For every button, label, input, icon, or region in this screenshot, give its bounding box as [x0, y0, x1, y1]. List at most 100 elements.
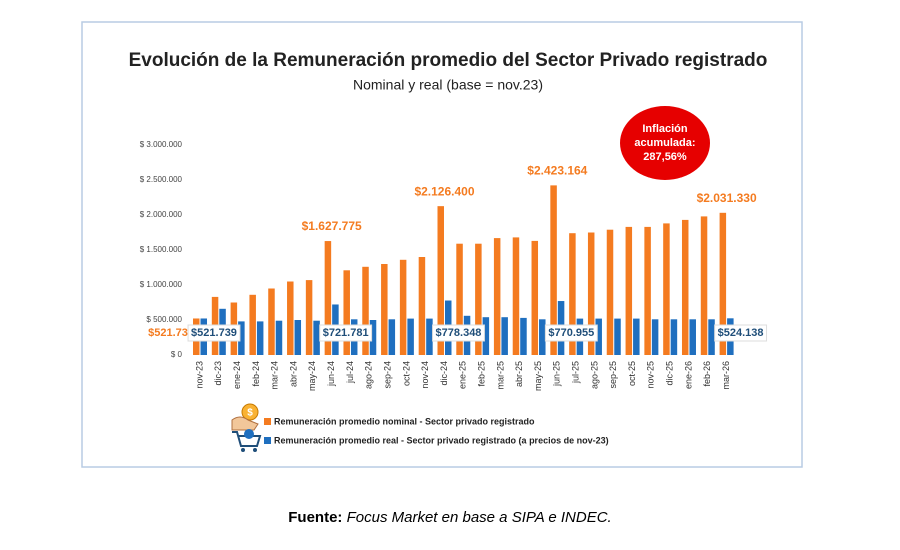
- x-tick-label: feb-24: [251, 361, 261, 387]
- bar: [569, 233, 576, 355]
- bar: [437, 206, 444, 355]
- bar: [268, 288, 275, 355]
- x-tick-label: ene-24: [232, 361, 242, 389]
- y-tick-label: $ 500.000: [146, 315, 182, 324]
- x-tick-label: sep-24: [382, 361, 392, 389]
- bar: [501, 317, 508, 355]
- x-tick-label: ene-26: [683, 361, 693, 389]
- bar: [614, 318, 621, 355]
- legend-label: Remuneración promedio nominal - Sector p…: [274, 416, 535, 426]
- bar: [633, 318, 640, 355]
- bar: [249, 294, 256, 355]
- bar: [651, 319, 659, 355]
- x-tick-label: oct-24: [401, 361, 411, 386]
- legend-icon-cart: [232, 429, 262, 452]
- bar: [644, 226, 651, 355]
- data-label: $2.423.164: [527, 164, 587, 178]
- chart: Evolución de la Remuneración promedio de…: [81, 21, 803, 468]
- source-label: Fuente:: [288, 509, 343, 526]
- data-label: $770.955: [548, 327, 594, 339]
- bar: [426, 318, 433, 355]
- x-tick-label: dic-25: [665, 361, 675, 386]
- data-label-box: [544, 324, 598, 342]
- bar: [313, 320, 320, 355]
- x-tick-label: ago-25: [589, 361, 599, 389]
- bar: [388, 319, 396, 355]
- x-tick-label: abr-24: [288, 361, 298, 387]
- bar: [625, 226, 633, 355]
- bar: [407, 318, 414, 355]
- data-label-box: [187, 324, 241, 342]
- bar: [369, 320, 377, 355]
- x-tick-label: mar-25: [495, 361, 505, 390]
- data-label: $521.739: [191, 327, 237, 339]
- x-tick-label: abr-25: [514, 361, 524, 387]
- bar: [482, 317, 490, 355]
- x-tick-label: may-25: [533, 361, 543, 391]
- legend-swatch: [264, 418, 271, 425]
- x-tick-label: jun-25: [552, 361, 562, 387]
- bar: [343, 270, 350, 355]
- y-tick-label: $ 0: [171, 350, 183, 359]
- y-tick-label: $ 1.000.000: [140, 280, 183, 289]
- data-label: $521.739: [148, 327, 194, 339]
- data-label-box: [319, 324, 373, 342]
- source-text: Focus Market en base a SIPA e INDEC.: [346, 509, 612, 526]
- chart-subtitle: Nominal y real (base = nov.23): [353, 77, 543, 93]
- bar: [381, 264, 388, 355]
- chart-title: Evolución de la Remuneración promedio de…: [129, 50, 768, 71]
- data-label: $778.348: [436, 327, 482, 339]
- data-label-box: [432, 324, 485, 342]
- bar: [418, 257, 426, 355]
- bar: [708, 319, 715, 355]
- bar: [493, 238, 501, 355]
- inflation-annotation: Inflación acumulada: 287,56%: [620, 106, 710, 180]
- svg-text:$: $: [247, 408, 253, 419]
- bar: [275, 320, 283, 355]
- data-label: $2.031.330: [697, 191, 757, 205]
- x-tick-label: feb-25: [476, 361, 486, 387]
- y-tick-label: $ 3.000.000: [140, 140, 183, 149]
- bar: [539, 319, 546, 355]
- data-label: $2.126.400: [414, 184, 474, 198]
- data-label: $524.138: [718, 327, 764, 339]
- bar: [287, 281, 294, 355]
- bar: [719, 212, 727, 355]
- bar: [475, 243, 482, 355]
- x-tick-label: ene-25: [458, 361, 468, 389]
- x-tick-label: jul-25: [571, 361, 581, 384]
- bar: [700, 216, 708, 355]
- bar: [520, 317, 527, 355]
- bar: [456, 243, 463, 355]
- bar: [362, 266, 369, 355]
- bar: [681, 219, 689, 355]
- y-tick-label: $ 1.500.000: [140, 245, 183, 254]
- x-tick-label: mar-26: [721, 361, 731, 390]
- legend-icon-money: $: [231, 403, 259, 431]
- bar: [550, 185, 557, 355]
- x-tick-label: nov-24: [420, 361, 430, 389]
- bar: [670, 319, 678, 355]
- x-tick-label: nov-23: [194, 361, 204, 389]
- x-tick-label: feb-26: [702, 361, 712, 387]
- y-tick-label: $ 2.500.000: [140, 175, 183, 184]
- bar: [324, 241, 332, 355]
- legend-swatch: [264, 437, 271, 444]
- bar: [399, 259, 407, 355]
- data-label: $1.627.775: [302, 219, 362, 233]
- bar: [512, 237, 520, 355]
- x-tick-label: jun-24: [326, 361, 336, 387]
- bar: [606, 229, 614, 355]
- source: Fuente: Focus Market en base a SIPA e IN…: [0, 509, 900, 526]
- bar: [689, 319, 696, 355]
- x-tick-label: dic-24: [439, 361, 449, 386]
- x-tick-label: mar-24: [270, 361, 280, 390]
- data-label: $721.781: [323, 327, 369, 339]
- y-tick-label: $ 2.000.000: [140, 210, 183, 219]
- x-tick-label: ago-24: [364, 361, 374, 389]
- bar: [663, 223, 670, 355]
- data-label-box: [714, 324, 768, 342]
- bar: [238, 321, 245, 355]
- bar: [256, 321, 264, 355]
